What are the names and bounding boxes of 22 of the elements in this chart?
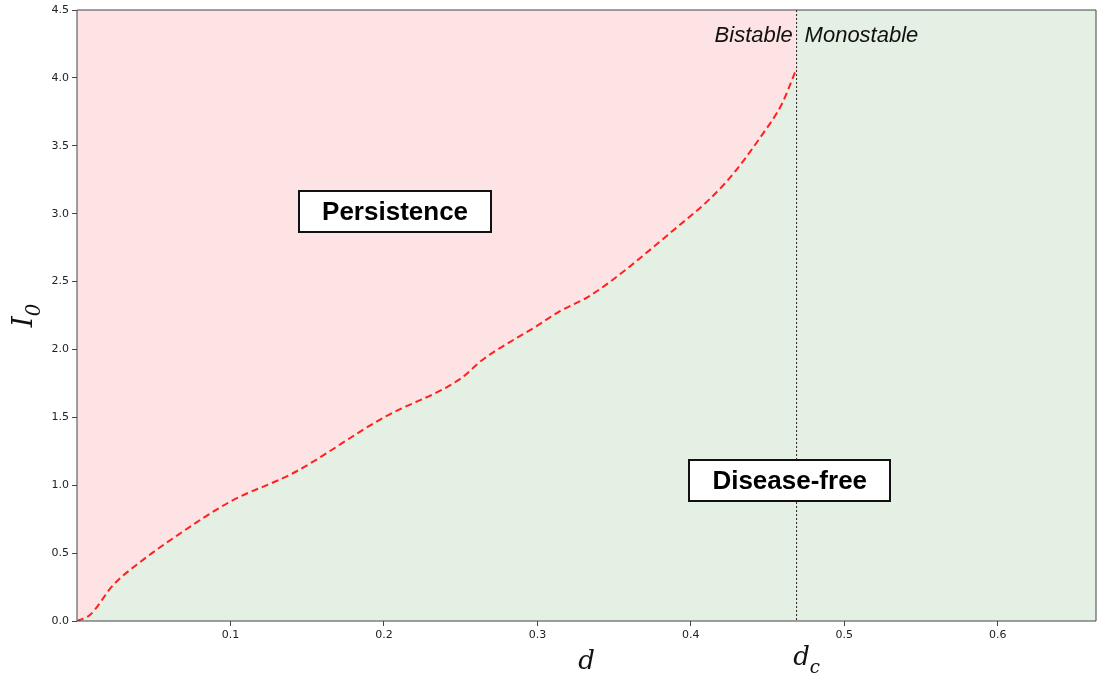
y-tick-label: 3.5: [51, 138, 69, 152]
y-tick-label: 4.5: [51, 2, 69, 16]
y-tick-label: 1.5: [51, 410, 69, 424]
y-tick-label: 0.0: [51, 613, 69, 627]
y-tick-label: 2.0: [51, 342, 69, 356]
x-tick-label: 0.3: [528, 628, 547, 642]
y-axis-title: I0: [6, 303, 46, 329]
annotation: Bistable: [714, 22, 793, 48]
y-tick-label: 0.5: [51, 545, 69, 559]
x-tick-label: 0.1: [221, 628, 240, 642]
x-tick-label: 0.6: [989, 628, 1007, 642]
y-tick-label: 1.0: [51, 478, 69, 492]
y-tick-label: 3.0: [51, 206, 69, 220]
y-tick-label: 2.5: [51, 274, 69, 288]
annotation: Disease-free: [688, 458, 892, 502]
annotation: Persistence: [298, 190, 493, 234]
x-axis-title: d: [578, 645, 595, 675]
x-tick-label: 0.4: [682, 628, 700, 642]
x-tick-label: 0.5: [835, 628, 854, 642]
x-tick-label: 0.2: [375, 628, 393, 642]
annotation: Monostable: [804, 22, 919, 48]
y-tick-label: 4.0: [51, 70, 69, 84]
